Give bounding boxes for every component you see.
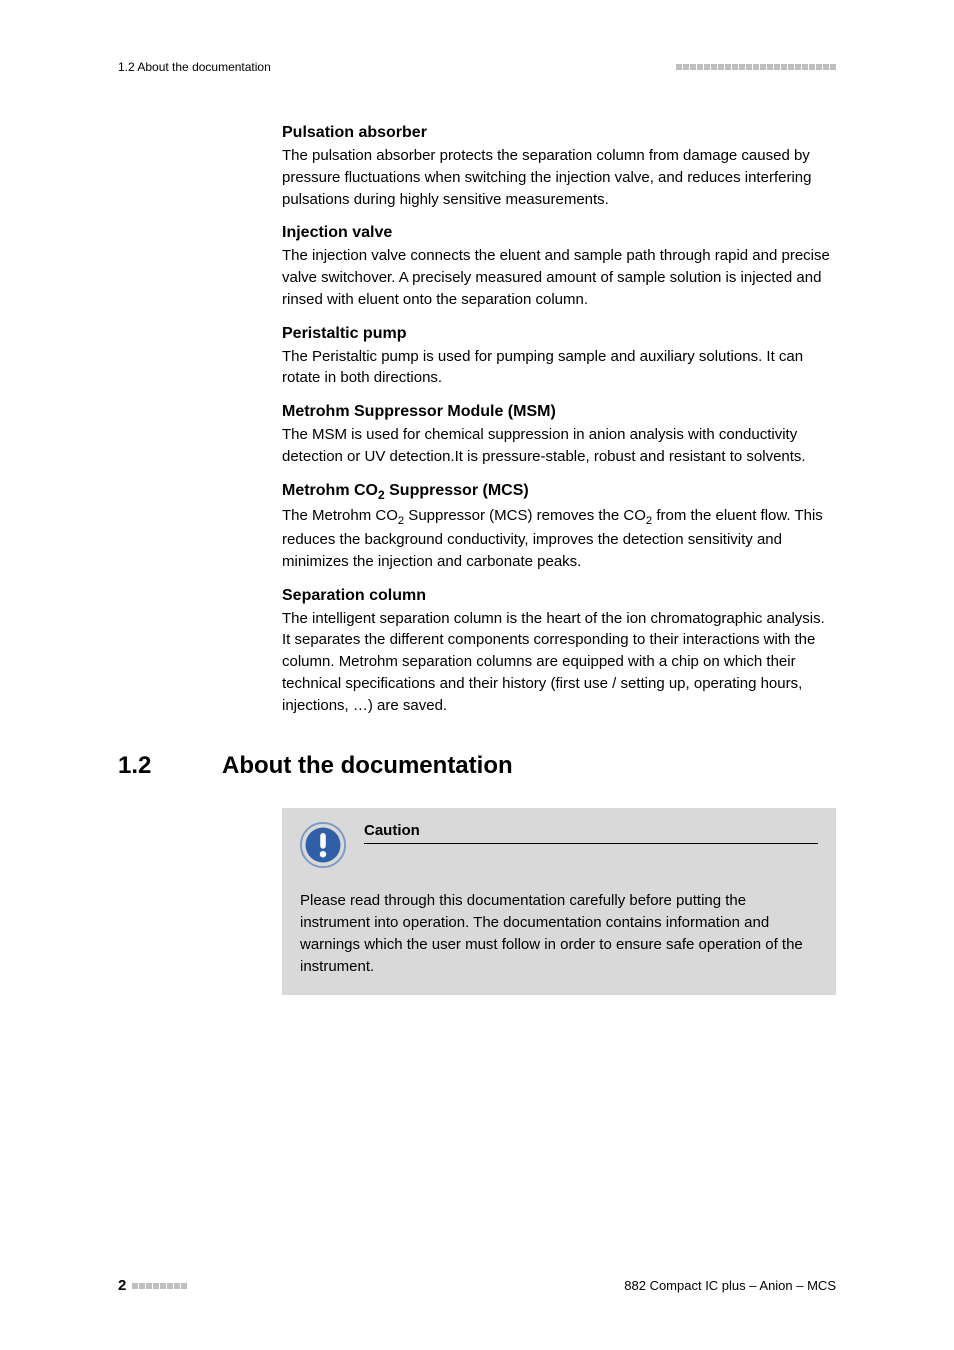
caution-text: Please read through this documentation c… bbox=[300, 890, 818, 977]
body-mcs-mid: Suppressor (MCS) removes the CO bbox=[404, 507, 646, 524]
caution-wrapper: Caution Please read through this documen… bbox=[118, 808, 836, 995]
heading-injection: Injection valve bbox=[282, 224, 836, 242]
heading-mcs-post: Suppressor (MCS) bbox=[385, 482, 529, 499]
caution-box: Caution Please read through this documen… bbox=[282, 808, 836, 995]
page-header: 1.2 About the documentation bbox=[118, 60, 836, 74]
caution-label: Caution bbox=[364, 822, 818, 839]
footer-decoration bbox=[132, 1283, 187, 1289]
header-decoration bbox=[676, 64, 836, 70]
footer-right: 882 Compact IC plus – Anion – MCS bbox=[624, 1278, 836, 1293]
section-1-2-row: 1.2 About the documentation bbox=[118, 752, 836, 780]
page-footer: 2 882 Compact IC plus – Anion – MCS bbox=[118, 1277, 836, 1294]
body-injection: The injection valve connects the eluent … bbox=[282, 245, 836, 310]
heading-msm: Metrohm Suppressor Module (MSM) bbox=[282, 403, 836, 421]
page-number: 2 bbox=[118, 1277, 126, 1294]
body-pulsation: The pulsation absorber protects the sepa… bbox=[282, 145, 836, 210]
caution-icon bbox=[300, 822, 346, 868]
section-number: 1.2 bbox=[118, 752, 222, 780]
heading-mcs-sub: 2 bbox=[378, 488, 385, 502]
main-content: Pulsation absorber The pulsation absorbe… bbox=[118, 124, 836, 716]
body-separation: The intelligent separation column is the… bbox=[282, 608, 836, 717]
body-mcs: The Metrohm CO2 Suppressor (MCS) removes… bbox=[282, 505, 836, 573]
heading-mcs: Metrohm CO2 Suppressor (MCS) bbox=[282, 482, 836, 502]
heading-mcs-pre: Metrohm CO bbox=[282, 482, 378, 499]
section-title: About the documentation bbox=[222, 752, 513, 780]
body-msm: The MSM is used for chemical suppression… bbox=[282, 424, 836, 468]
heading-pulsation: Pulsation absorber bbox=[282, 124, 836, 142]
caution-label-wrap: Caution bbox=[364, 822, 818, 844]
header-section-label: 1.2 About the documentation bbox=[118, 60, 271, 74]
body-mcs-pre: The Metrohm CO bbox=[282, 507, 398, 524]
heading-peristaltic: Peristaltic pump bbox=[282, 325, 836, 343]
heading-separation: Separation column bbox=[282, 587, 836, 605]
body-peristaltic: The Peristaltic pump is used for pumping… bbox=[282, 346, 836, 390]
caution-header-row: Caution bbox=[300, 822, 818, 868]
footer-left: 2 bbox=[118, 1277, 187, 1294]
